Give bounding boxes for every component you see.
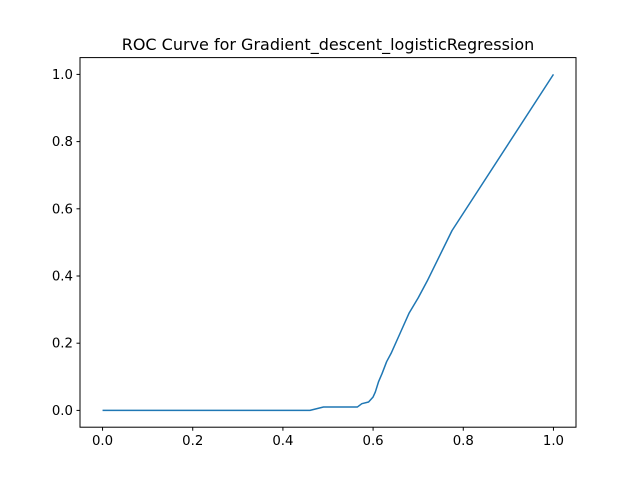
y-tick-label: 0.0 [52,404,73,419]
x-tick-label: 1.0 [543,434,564,449]
y-tick-label: 0.6 [52,202,73,217]
x-tick-label: 0.8 [453,434,474,449]
y-tick-label: 0.2 [52,337,73,352]
y-tick-label: 0.4 [52,270,73,285]
x-tick-label: 0.4 [272,434,293,449]
series-line-0 [102,73,555,412]
x-axis: 0.0 0.2 0.4 0.6 0.8 1.0 [92,427,564,449]
axes-frame [79,57,577,428]
chart-title: ROC Curve for Gradient_descent_logisticR… [122,35,535,55]
x-tick-label: 0.6 [363,434,384,449]
plot-area [102,73,555,412]
y-axis: 0.0 0.2 0.4 0.6 0.8 1.0 [52,68,80,419]
x-tick-label: 0.0 [92,434,113,449]
x-tick-label: 0.2 [182,434,203,449]
y-tick-label: 1.0 [52,68,73,83]
y-tick-label: 0.8 [52,135,73,150]
